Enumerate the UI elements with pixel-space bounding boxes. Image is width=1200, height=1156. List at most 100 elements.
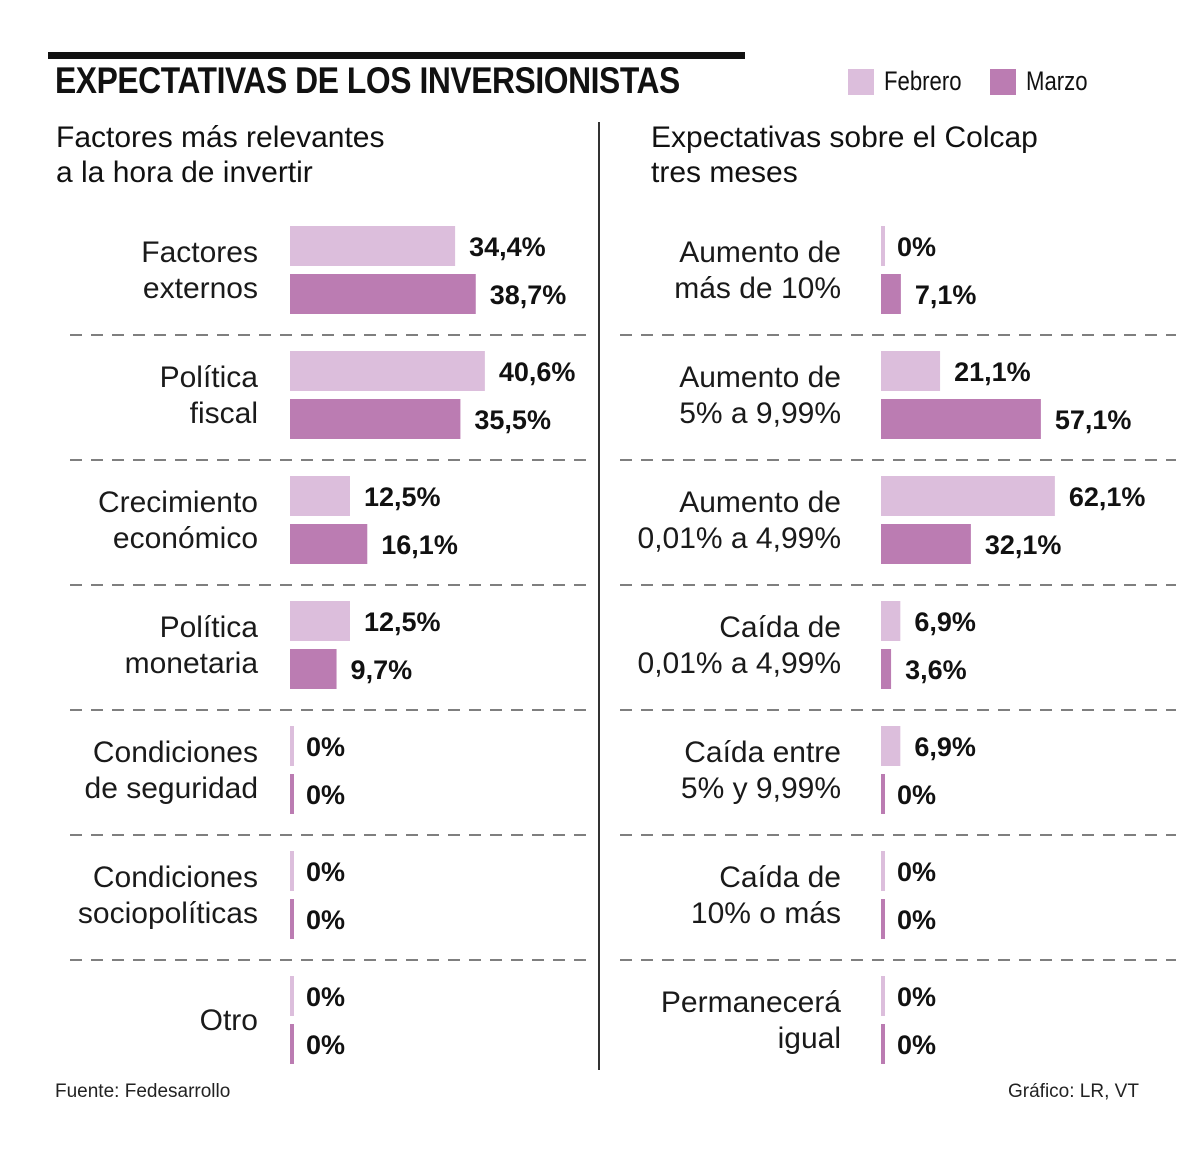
left-chart-title-line-1: Factores más relevantes (56, 121, 385, 154)
right-category-label: más de 10% (674, 272, 841, 305)
left-value-label: 0% (306, 857, 345, 887)
legend-label-marzo: Marzo (1026, 66, 1088, 96)
left-bar-marzo (290, 649, 337, 689)
left-bar-marzo (290, 899, 294, 939)
left-value-label: 40,6% (499, 357, 576, 387)
right-bar-marzo (881, 274, 901, 314)
right-value-label: 57,1% (1055, 405, 1132, 435)
right-bar-febrero (881, 601, 901, 641)
right-value-label: 3,6% (905, 655, 967, 685)
left-category-label: Política (160, 361, 259, 394)
left-bar-febrero (290, 476, 350, 516)
left-category-label: Condiciones (93, 861, 258, 894)
title-rule (48, 52, 745, 59)
right-value-label: 0% (897, 857, 936, 887)
right-chart-title: Expectativas sobre el Colcap tres meses (651, 120, 1038, 190)
right-value-label: 6,9% (914, 732, 976, 762)
left-value-label: 0% (306, 780, 345, 810)
left-chart-title-line-2: a la hora de invertir (56, 156, 313, 189)
left-bar-febrero (290, 226, 456, 266)
left-category-label: económico (113, 522, 258, 555)
left-bar-marzo (290, 274, 476, 314)
right-value-label: 0% (897, 905, 936, 935)
left-category-label: monetaria (125, 647, 259, 680)
right-value-label: 0% (897, 232, 936, 262)
left-category-label: externos (143, 272, 258, 305)
right-value-label: 62,1% (1069, 482, 1146, 512)
left-chart-title: Factores más relevantes a la hora de inv… (56, 120, 384, 190)
left-value-label: 34,4% (469, 232, 546, 262)
right-category-label: Aumento de (679, 236, 841, 269)
left-category-label: Otro (200, 1004, 258, 1037)
left-value-label: 35,5% (474, 405, 551, 435)
legend: Febrero Marzo (848, 66, 1132, 97)
credit-note: Gráfico: LR, VT (1008, 1081, 1139, 1102)
right-bar-marzo (881, 399, 1041, 439)
right-category-label: Caída entre (684, 736, 841, 769)
left-category-label: Condiciones (93, 736, 258, 769)
right-category-label: 5% y 9,99% (681, 772, 841, 805)
left-value-label: 0% (306, 905, 345, 935)
left-category-label: fiscal (190, 397, 258, 430)
left-value-label: 9,7% (351, 655, 413, 685)
right-category-label: Aumento de (679, 361, 841, 394)
right-category-label: Caída de (719, 861, 841, 894)
right-value-label: 32,1% (985, 530, 1062, 560)
right-bar-marzo (881, 1024, 885, 1064)
left-value-label: 0% (306, 732, 345, 762)
right-bar-febrero (881, 726, 901, 766)
right-value-label: 0% (897, 1030, 936, 1060)
left-bar-febrero (290, 976, 294, 1016)
right-category-label: 10% o más (691, 897, 841, 930)
left-bar-marzo (290, 1024, 294, 1064)
right-category-label: igual (778, 1022, 841, 1055)
left-category-label: Factores (141, 236, 258, 269)
source-note: Fuente: Fedesarrollo (55, 1081, 231, 1102)
left-bar-marzo (290, 399, 461, 439)
left-value-label: 16,1% (381, 530, 458, 560)
left-bar-marzo (290, 774, 294, 814)
legend-label-febrero: Febrero (884, 66, 962, 96)
left-category-label: Política (160, 611, 259, 644)
right-bar-marzo (881, 649, 892, 689)
main-title: EXPECTATIVAS DE LOS INVERSIONISTAS (55, 60, 680, 101)
right-bar-febrero (881, 226, 885, 266)
right-category-label: 0,01% a 4,99% (638, 522, 841, 555)
right-value-label: 21,1% (954, 357, 1031, 387)
left-value-label: 0% (306, 982, 345, 1012)
right-category-label: 5% a 9,99% (679, 397, 841, 430)
right-value-label: 0% (897, 982, 936, 1012)
right-category-label: Caída de (719, 611, 841, 644)
right-category-label: Permanecerá (661, 986, 841, 1019)
legend-item-febrero: Febrero (848, 66, 976, 97)
right-value-label: 7,1% (915, 280, 977, 310)
right-bar-febrero (881, 476, 1055, 516)
left-value-label: 12,5% (364, 607, 441, 637)
left-value-label: 12,5% (364, 482, 441, 512)
right-bar-febrero (881, 976, 885, 1016)
left-value-label: 0% (306, 1030, 345, 1060)
right-bar-marzo (881, 899, 885, 939)
left-category-label: sociopolíticas (78, 897, 258, 930)
legend-swatch-febrero (848, 68, 874, 95)
right-bar-febrero (881, 851, 885, 891)
right-value-label: 0% (897, 780, 936, 810)
right-value-label: 6,9% (914, 607, 976, 637)
right-category-label: 0,01% a 4,99% (638, 647, 841, 680)
right-chart-title-line-2: tres meses (651, 156, 798, 189)
right-bar-marzo (881, 524, 971, 564)
legend-item-marzo: Marzo (990, 66, 1118, 97)
left-bar-febrero (290, 726, 294, 766)
left-bar-marzo (290, 524, 368, 564)
column-divider (598, 122, 600, 1070)
left-category-label: Crecimiento (98, 486, 258, 519)
right-bar-febrero (881, 351, 941, 391)
left-bar-febrero (290, 601, 350, 641)
right-chart-title-line-1: Expectativas sobre el Colcap (651, 121, 1038, 154)
right-bar-marzo (881, 774, 885, 814)
left-bar-febrero (290, 351, 485, 391)
left-value-label: 38,7% (490, 280, 567, 310)
left-category-label: de seguridad (85, 772, 258, 805)
right-category-label: Aumento de (679, 486, 841, 519)
